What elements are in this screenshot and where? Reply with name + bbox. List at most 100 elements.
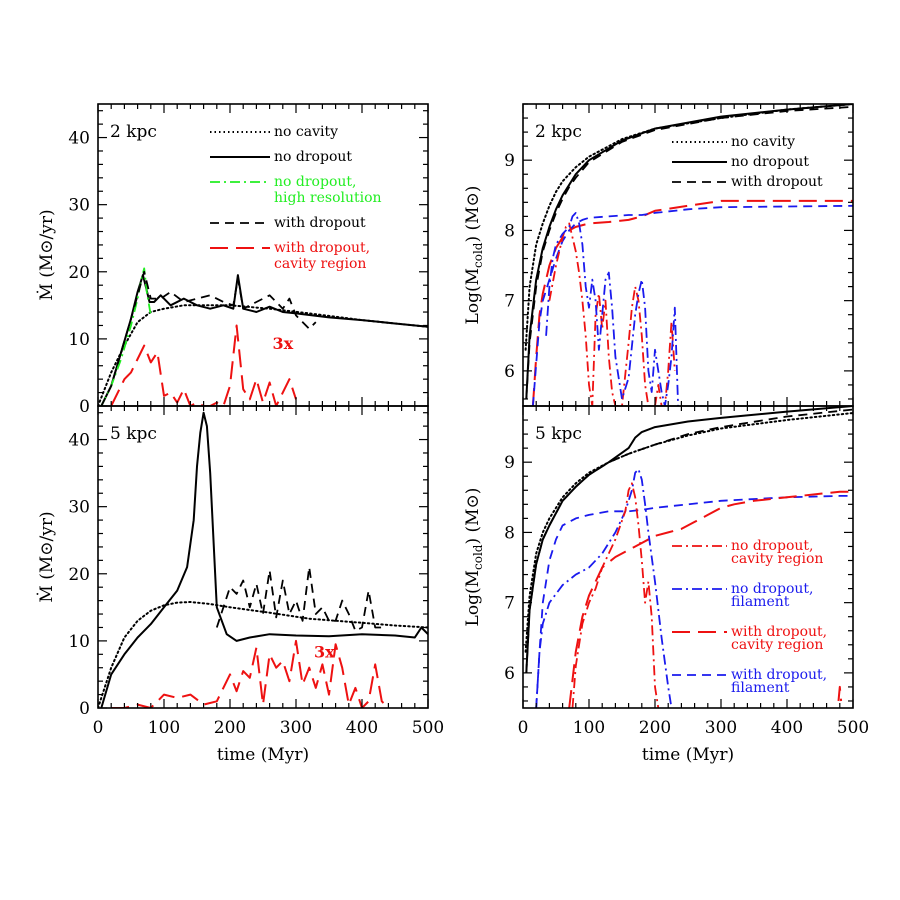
legend-entry: with dropout,cavity region bbox=[672, 624, 827, 653]
series-line-red-longdash bbox=[837, 685, 843, 702]
series-line-blue-dashdot bbox=[545, 211, 679, 406]
series-line-black-dashed bbox=[525, 105, 853, 400]
x-tick-label: 500 bbox=[837, 718, 869, 738]
legend-label-line2: filament bbox=[731, 594, 790, 610]
panel-label: 2 kpc bbox=[535, 122, 582, 142]
series-group bbox=[524, 406, 853, 708]
y-tick-label: 10 bbox=[68, 632, 90, 652]
series-line-black-solid bbox=[525, 104, 853, 400]
y-tick-label: 7 bbox=[504, 594, 515, 614]
series-line-black-dashed bbox=[100, 270, 317, 406]
x-tick-label: 300 bbox=[280, 718, 312, 738]
y-axis-label: Ṁ (M⊙/yr) bbox=[36, 511, 57, 602]
annotation-label: 3x bbox=[314, 643, 335, 662]
y-tick-label: 8 bbox=[504, 523, 515, 543]
x-axis-label: time (Myr) bbox=[642, 745, 734, 765]
y-axis-label: Log(Mcold) (M⊙) bbox=[463, 488, 485, 627]
y-tick-label: 20 bbox=[68, 263, 90, 283]
x-tick-label: 200 bbox=[214, 718, 246, 738]
panel-label: 5 kpc bbox=[535, 424, 582, 444]
plot-frame bbox=[97, 103, 429, 407]
legend-label: no dropout bbox=[731, 154, 809, 170]
y-tick-label: 30 bbox=[68, 196, 90, 216]
y-tick-label: 9 bbox=[504, 151, 515, 171]
series-group bbox=[98, 411, 428, 708]
series-line-blue-dashdot bbox=[535, 468, 673, 708]
legend-label-line2: cavity region bbox=[731, 637, 823, 653]
legend-entry: no dropout,filament bbox=[672, 581, 813, 610]
y-tick-label: 20 bbox=[68, 565, 90, 585]
legend-label-line2: high resolution bbox=[274, 190, 382, 206]
x-axis-label: time (Myr) bbox=[217, 745, 309, 765]
y-axis-label: Ṁ (M⊙/yr) bbox=[36, 209, 57, 300]
series-group bbox=[524, 104, 853, 406]
series-line-black-dashed bbox=[215, 566, 382, 632]
legend-entry: no dropout bbox=[210, 149, 352, 165]
series-line-black-dotted bbox=[98, 304, 428, 406]
series-line-black-solid bbox=[100, 274, 428, 406]
legend-label: no cavity bbox=[274, 124, 338, 140]
series-line-red-dashdot bbox=[548, 222, 676, 406]
series-line-blue-dashed bbox=[532, 204, 853, 406]
legend-entry: no cavity bbox=[672, 134, 795, 150]
legend-label: with dropout bbox=[731, 174, 823, 190]
panel-mcold-2kpc: 6 7 8 9 2 kpc Log(Mcold) (M⊙) no cavity no drop… bbox=[463, 103, 854, 407]
legend-label: no dropout, bbox=[731, 581, 813, 597]
series-group bbox=[98, 267, 428, 406]
y-tick-label: 40 bbox=[68, 129, 90, 149]
y-tick-label: 0 bbox=[79, 699, 90, 719]
legend-entry: no cavity bbox=[210, 124, 338, 140]
legend-entry: with dropout bbox=[210, 215, 366, 231]
series-line-black-dashed bbox=[525, 408, 853, 673]
panel-label: 2 kpc bbox=[110, 122, 157, 142]
legend-entry: no dropout,high resolution bbox=[210, 174, 382, 206]
series-line-green-dashdot bbox=[100, 267, 152, 406]
series-line-red-longdash bbox=[111, 639, 390, 708]
legend-label: no cavity bbox=[731, 134, 795, 150]
annotation-label: 3x bbox=[272, 334, 293, 353]
x-tick-label: 100 bbox=[148, 718, 180, 738]
x-tick-label: 400 bbox=[346, 718, 378, 738]
series-line-black-dotted bbox=[98, 601, 428, 708]
series-line-red-longdash bbox=[568, 490, 853, 708]
plot-frame bbox=[97, 405, 429, 709]
y-tick-label: 30 bbox=[68, 498, 90, 518]
y-tick-label: 6 bbox=[504, 362, 515, 382]
legend-label-line2: filament bbox=[731, 680, 790, 696]
y-tick-label: 7 bbox=[504, 292, 515, 312]
series-line-black-dotted bbox=[524, 412, 853, 653]
legend-label: with dropout bbox=[274, 215, 366, 231]
x-tick-label: 0 bbox=[518, 718, 529, 738]
series-line-red-dashdot bbox=[571, 482, 660, 708]
panel-mdot-2kpc: 0 10 20 30 40 2 kpc Ṁ (M⊙/yr) 3x no cavity no dro… bbox=[36, 103, 429, 417]
legend-entry: with dropout,filament bbox=[672, 667, 827, 696]
plot-frame bbox=[522, 405, 854, 709]
plot-frame bbox=[522, 103, 854, 407]
panel-mcold-5kpc: 6 7 8 9 0 100 200 300 400 500 5 kpc Log(Mcold) (M⊙)… bbox=[463, 405, 869, 765]
legend-entry: with dropout bbox=[672, 174, 823, 190]
y-tick-label: 10 bbox=[68, 330, 90, 350]
y-tick-label: 0 bbox=[79, 397, 90, 417]
x-tick-label: 400 bbox=[771, 718, 803, 738]
series-line-red-longdash bbox=[531, 199, 853, 406]
x-tick-label: 200 bbox=[639, 718, 671, 738]
legend-label: with dropout, bbox=[731, 667, 827, 683]
legend-entry: no dropout,cavity region bbox=[672, 538, 823, 567]
y-axis-label: Log(Mcold) (M⊙) bbox=[463, 186, 485, 325]
x-tick-label: 100 bbox=[573, 718, 605, 738]
panel-label: 5 kpc bbox=[110, 424, 157, 444]
y-tick-label: 9 bbox=[504, 453, 515, 473]
legend-label: no dropout, bbox=[731, 538, 813, 554]
legend-label: with dropout, bbox=[274, 240, 370, 256]
legend-label: with dropout, bbox=[731, 624, 827, 640]
y-tick-label: 40 bbox=[68, 431, 90, 451]
series-line-black-solid bbox=[100, 411, 428, 708]
x-tick-label: 300 bbox=[705, 718, 737, 738]
series-line-red-longdash bbox=[110, 324, 297, 406]
x-tick-label: 0 bbox=[93, 718, 104, 738]
legend-entry: no dropout bbox=[672, 154, 809, 170]
legend-label: no dropout bbox=[274, 149, 352, 165]
y-tick-label: 6 bbox=[504, 664, 515, 684]
